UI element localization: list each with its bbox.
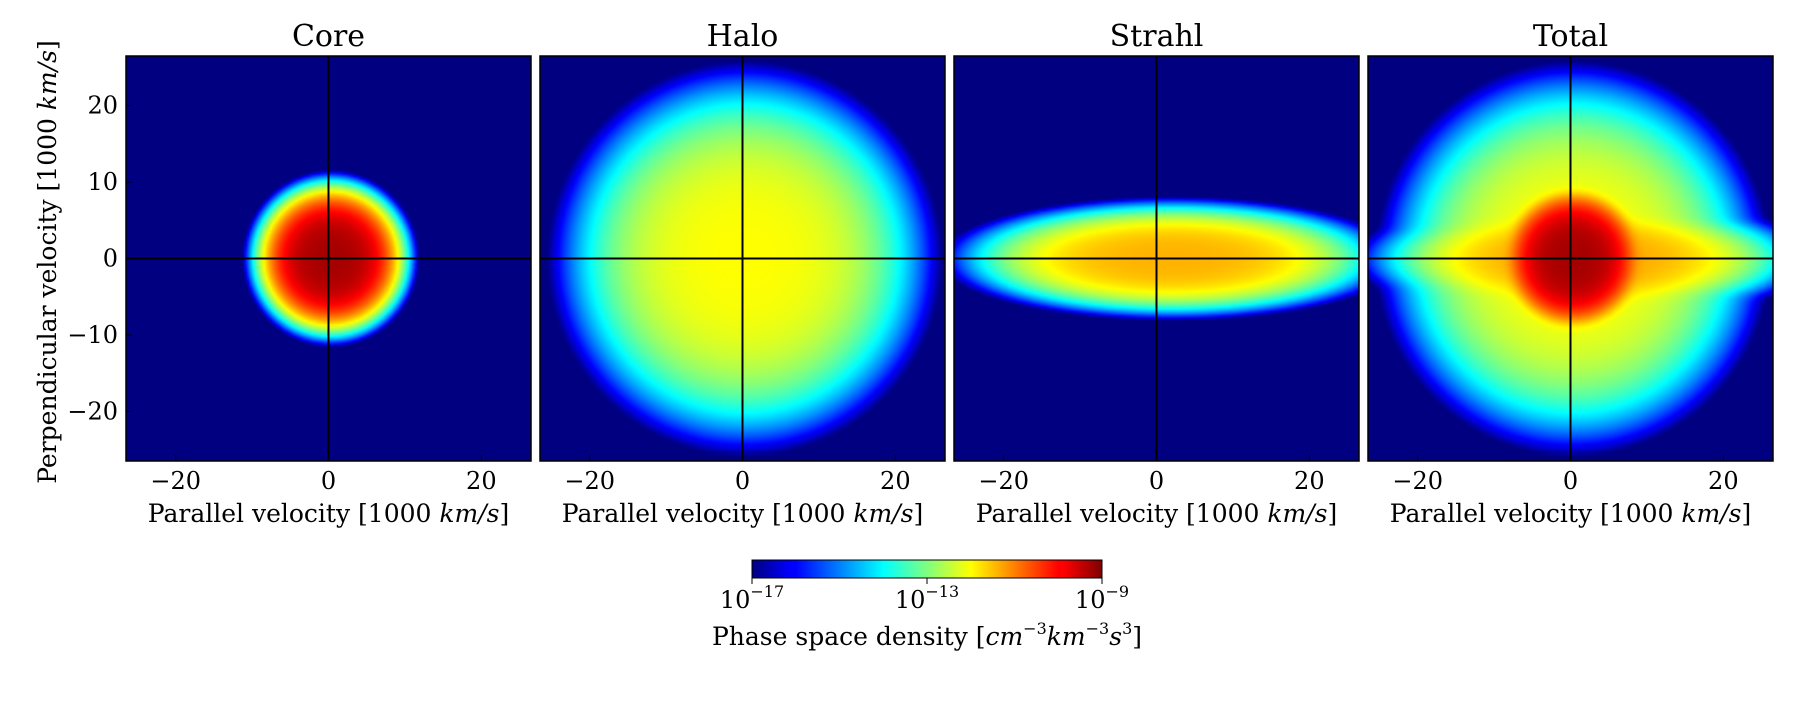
colorbar-tick-label: 10−9 (1075, 582, 1129, 614)
panel-title: Total (1533, 19, 1608, 54)
x-axis-label: Parallel velocity [1000 km/s] (976, 499, 1337, 528)
panel-halo: Halo −20 0 20 Parallel velocity [1000 km/s] (539, 19, 946, 528)
x-tick-label: −20 (978, 467, 1029, 495)
x-tick-label: 0 (1149, 467, 1164, 495)
colorbar-tick-label: 10−17 (720, 582, 784, 614)
x-axis-label: Parallel velocity [1000 km/s] (1390, 499, 1751, 528)
y-tick-label: 10 (87, 168, 118, 196)
panel-title: Halo (707, 19, 779, 54)
panels-group: Core −20 0 20 Parallel velocity [1000 km/s] 2… (67, 19, 1774, 528)
x-tick-label: 0 (735, 467, 750, 495)
y-axis-label: Perpendicular velocity [1000 km/s] (33, 40, 62, 484)
panel-title: Core (292, 19, 365, 54)
y-tick-label: −20 (67, 397, 118, 425)
panel-strahl: Strahl −20 0 20 Parallel velocity [1000 km/s… (953, 19, 1360, 528)
x-tick-label: 0 (1563, 467, 1578, 495)
colorbar: 10−17 10−13 10−9 Phase space density [cm… (712, 559, 1142, 651)
x-tick-label: −20 (1392, 467, 1443, 495)
panel-title: Strahl (1110, 19, 1204, 54)
panel-core: Core −20 0 20 Parallel velocity [1000 km/s] 2… (67, 19, 532, 528)
x-tick-label: 20 (880, 467, 911, 495)
x-tick-label: 20 (466, 467, 497, 495)
x-axis-label: Parallel velocity [1000 km/s] (148, 499, 509, 528)
colorbar-tick-label: 10−13 (895, 582, 959, 614)
y-tick-label: 20 (87, 92, 118, 120)
x-axis-label: Parallel velocity [1000 km/s] (562, 499, 923, 528)
colorbar-gradient (751, 559, 1103, 579)
x-tick-label: 20 (1294, 467, 1325, 495)
x-tick-label: 20 (1708, 467, 1739, 495)
x-tick-label: −20 (564, 467, 615, 495)
x-tick-label: 0 (321, 467, 336, 495)
colorbar-label: Phase space density [cm−3km−3s3] (712, 619, 1142, 651)
y-tick-label: −10 (67, 321, 118, 349)
y-tick-label: 0 (103, 245, 118, 273)
panel-total: Total −20 0 20 Parallel velocity [1000 km/s] (1367, 19, 1774, 528)
x-tick-label: −20 (150, 467, 201, 495)
